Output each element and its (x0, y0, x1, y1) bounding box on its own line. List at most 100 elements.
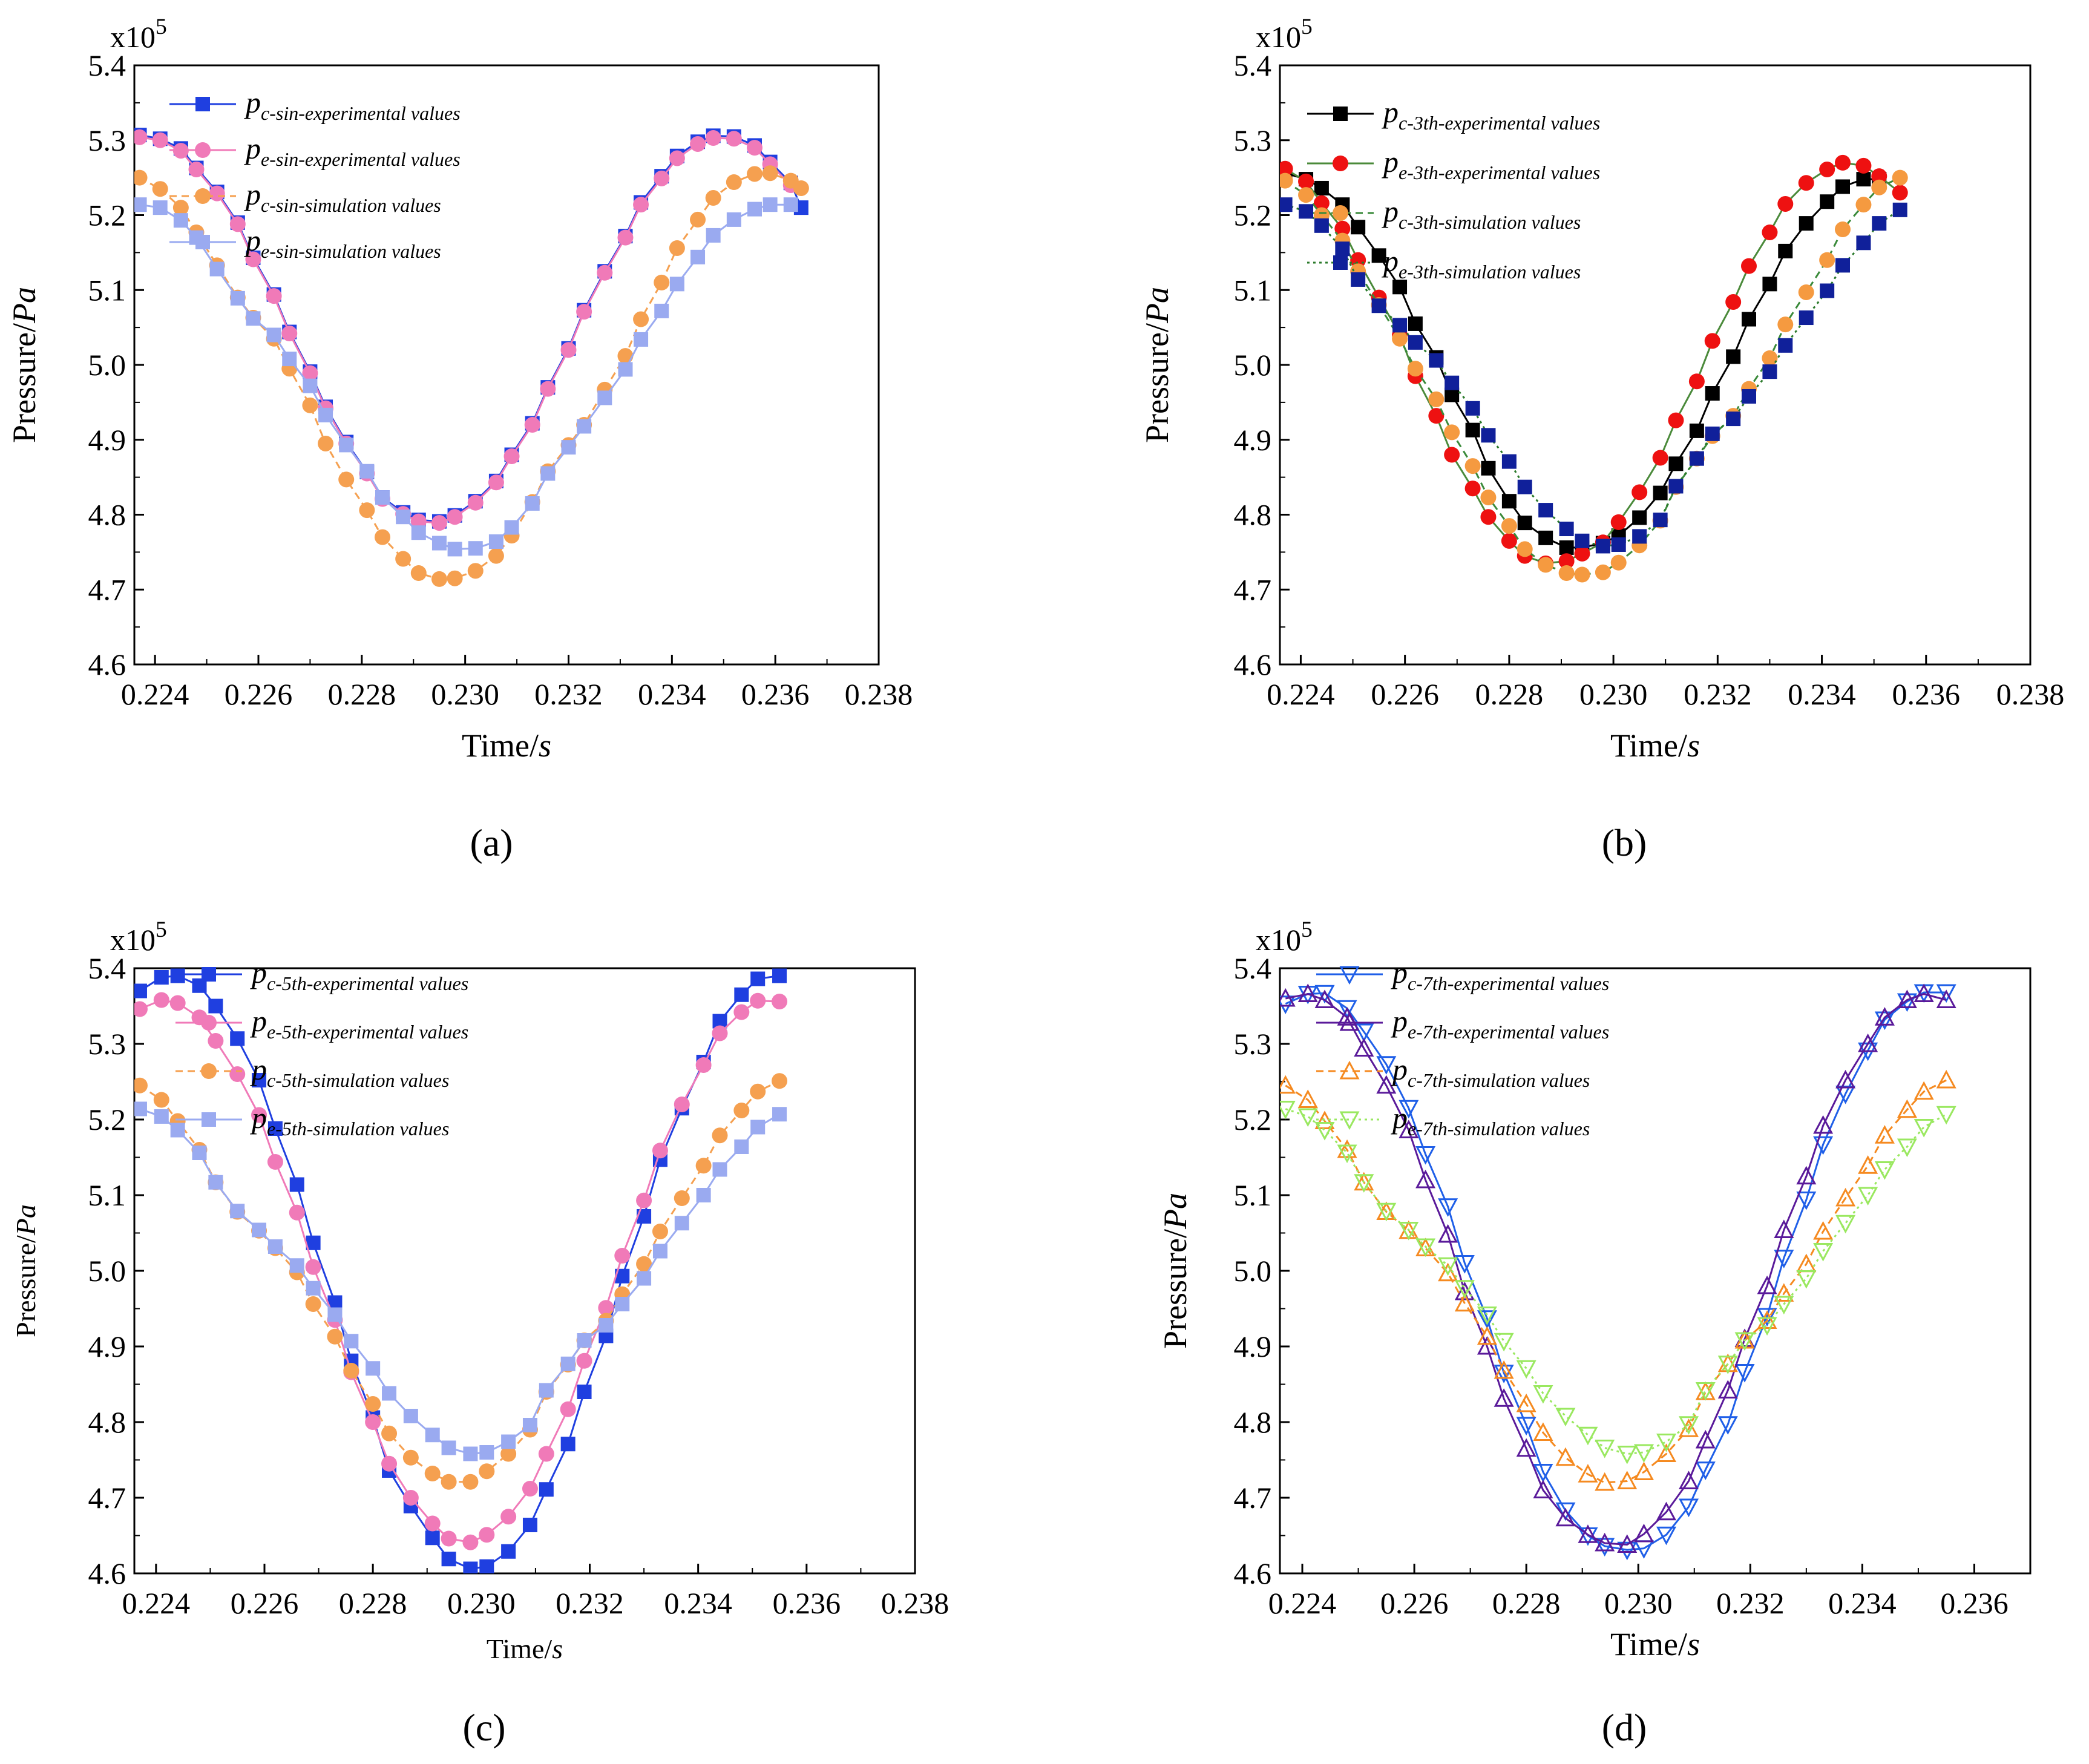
y-tick-label: 4.7 (88, 572, 126, 606)
series-1-point-27 (633, 197, 649, 213)
series-0-point-33 (1936, 984, 1956, 1003)
x-axis-label-unit: s (1687, 727, 1700, 764)
series-2-point-32 (1871, 179, 1887, 195)
y-tick-label: 4.9 (1234, 1330, 1272, 1363)
series-2-point-22 (1717, 1353, 1738, 1372)
series-1-point-32 (1871, 168, 1887, 185)
series-2-point-16 (1595, 1472, 1615, 1491)
x-tick-label: 0.228 (339, 1586, 407, 1620)
x-tick-label: 0.226 (231, 1586, 299, 1620)
series-1 (1280, 983, 1956, 1553)
series-2-point-1 (1298, 187, 1314, 203)
series-2-point-32 (750, 1083, 766, 1100)
series-3-point-14 (1555, 1408, 1576, 1427)
series-2-point-10 (1477, 1326, 1497, 1345)
y-axis-label: Pressure/Pa (1139, 287, 1175, 443)
series-3-point-16 (1575, 533, 1590, 548)
series-3-point-22 (560, 1356, 576, 1371)
series-1-point-26 (636, 1192, 652, 1208)
series-2-point-29 (669, 240, 685, 256)
series-0-point-6 (252, 1073, 267, 1087)
y-tick-label: 5.1 (1234, 1178, 1272, 1212)
series-1-point-21 (524, 417, 540, 433)
series-1-point-8 (1438, 1224, 1458, 1243)
series-legend0-point-0 (202, 967, 216, 982)
series-0-point-13 (1533, 1464, 1553, 1483)
series-3-point-23 (561, 440, 576, 455)
series-1-point-1 (1297, 983, 1318, 1002)
series-0 (134, 968, 787, 1573)
series-1-point-12 (1516, 1438, 1536, 1457)
series-1-point-1 (1298, 173, 1314, 189)
y-multiplier: x105 (110, 917, 167, 957)
series-3-point-11 (1494, 1333, 1514, 1352)
x-tick-label: 0.234 (1788, 677, 1856, 711)
series-3-point-16 (1595, 1440, 1615, 1458)
series-1-point-0 (1280, 988, 1296, 1007)
series-2-point-15 (1578, 1464, 1598, 1483)
series-2-point-33 (772, 1073, 788, 1089)
series-3-point-26 (637, 1271, 652, 1286)
x-tick-label: 0.236 (1892, 677, 1961, 711)
y-tick-label: 4.9 (1234, 423, 1272, 457)
legend-label-0: pc-5th-experimental values (250, 956, 468, 994)
series-0-point-10 (1477, 1310, 1497, 1329)
series-3-point-23 (577, 1333, 592, 1348)
series-0-point-23 (577, 1385, 592, 1399)
series-3-point-32 (726, 212, 741, 227)
series-1-point-15 (1558, 553, 1575, 569)
series-3-point-9 (306, 1280, 321, 1296)
series-2-point-17 (462, 1474, 479, 1490)
series-3-point-0 (1280, 1101, 1296, 1120)
series-0-point-10 (1465, 422, 1480, 438)
series-1-point-0 (1280, 160, 1293, 177)
series-3-point-24 (1726, 411, 1741, 427)
legend-label-0: pc-3th-experimental values (1382, 95, 1600, 134)
series-1-point-30 (712, 1025, 728, 1041)
series-1-point-2 (1314, 989, 1335, 1008)
series-1-point-11 (1480, 509, 1497, 525)
series-1-point-21 (1668, 412, 1684, 428)
series-2-line (1285, 1079, 1947, 1484)
series-3-point-1 (1299, 204, 1314, 219)
series-1-point-19 (488, 474, 504, 491)
series-1-point-31 (1855, 157, 1872, 174)
series-0-line (1285, 991, 1947, 1551)
y-tick-label: 5.2 (88, 198, 126, 232)
x-tick-label: 0.226 (225, 677, 293, 711)
y-multiplier: x105 (1256, 917, 1313, 957)
series-2-point-16 (431, 571, 447, 587)
series-1-point-7 (1415, 1169, 1436, 1189)
series-3-point-10 (327, 1307, 343, 1322)
series-1-point-17 (1617, 1534, 1638, 1553)
series-0-point-3 (1337, 1000, 1357, 1019)
series-2-point-12 (1501, 518, 1517, 534)
series-1-point-17 (462, 1534, 479, 1550)
series-2-point-15 (424, 1466, 441, 1481)
series-3-point-12 (1516, 1360, 1536, 1379)
series-2-line (139, 172, 802, 580)
x-tick-label: 0.228 (1475, 677, 1544, 711)
y-tick-label: 5.2 (88, 1103, 126, 1136)
series-1-point-18 (467, 494, 484, 511)
legend-label-main: p (250, 956, 267, 989)
series-1-point-9 (305, 1259, 321, 1275)
y-tick-label: 4.6 (1234, 1556, 1272, 1590)
series-3-point-15 (1578, 1426, 1598, 1446)
series-1-point-15 (1578, 1524, 1598, 1543)
series-3-point-14 (396, 510, 411, 525)
series-2-point-13 (1517, 541, 1533, 557)
series-1-point-24 (1757, 1275, 1777, 1294)
series-2-point-34 (762, 165, 778, 182)
series-1-point-3 (188, 162, 205, 178)
series-2 (1280, 1069, 1956, 1491)
series-0-point-19 (1656, 1526, 1677, 1546)
series-0-point-11 (1494, 1365, 1514, 1383)
legend-label-sub: e-sin-simulation values (261, 240, 441, 262)
series-3-point-27 (1813, 1243, 1834, 1262)
legend-entry-3: pe-5th-simulation values (175, 1101, 449, 1139)
series-1-point-26 (1796, 1166, 1817, 1185)
legend-label-main: p (250, 1004, 267, 1038)
legend-label-main: p (1382, 244, 1399, 278)
y-tick-label: 4.8 (88, 1405, 126, 1439)
